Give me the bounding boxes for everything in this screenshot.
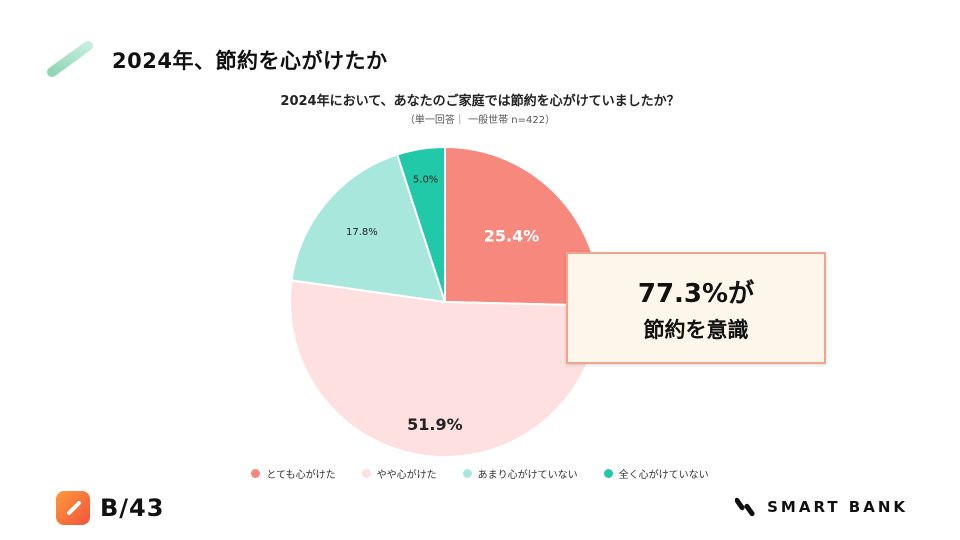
b43-logo-text: B/43 xyxy=(100,494,165,522)
chart-title: 2024年において、あなたのご家庭では節約を心がけていましたか？ xyxy=(280,94,680,109)
slide-title: 2024年、節約を心がけたか xyxy=(112,49,388,73)
legend-item: やや心がけた xyxy=(361,466,437,481)
chart-subtitle: （単一回答｜ 一般世帯 n=422） xyxy=(404,115,556,126)
legend-item: 全く心がけていない xyxy=(603,466,709,481)
legend-label: とても心がけた xyxy=(266,470,336,481)
summary-callout: 77.3%が 節約を意識 xyxy=(566,252,826,364)
b43-brand: B/43 xyxy=(56,491,164,525)
smartbank-logo-text: SMART BANK xyxy=(767,498,908,516)
legend-label: やや心がけた xyxy=(376,470,437,481)
legend-item: とても心がけた xyxy=(251,466,336,481)
legend-item: あまり心がけていない xyxy=(462,466,578,481)
legend-label: 全く心がけていない xyxy=(618,470,709,481)
legend-swatch xyxy=(462,469,472,478)
legend-swatch xyxy=(251,469,261,478)
callout-headline: 77.3%が xyxy=(638,273,754,310)
legend-swatch xyxy=(603,469,613,478)
smartbank-logo-icon xyxy=(735,497,755,517)
legend-swatch xyxy=(361,469,371,478)
callout-unit: % xyxy=(702,278,729,309)
callout-value: 77.3 xyxy=(637,278,703,309)
legend-label: あまり心がけていない xyxy=(477,470,578,481)
pie-slice-label: 25.4% xyxy=(484,227,540,246)
pie-slice-label: 5.0% xyxy=(413,175,438,186)
title-brush-mark xyxy=(47,41,93,77)
pie-slice xyxy=(289,279,601,458)
pie-slice-label: 17.8% xyxy=(346,227,378,238)
smartbank-brand: SMART BANK xyxy=(735,494,908,520)
pie-slice-label: 51.9% xyxy=(407,415,463,434)
callout-suffix: が xyxy=(728,278,755,309)
chart-legend: とても心がけた やや心がけた あまり心がけていない 全く心がけていない xyxy=(0,466,960,481)
pie-slice xyxy=(290,153,447,304)
pie-slice xyxy=(395,145,446,303)
b43-logo-icon xyxy=(56,491,90,525)
callout-text: 節約を意識 xyxy=(643,317,749,342)
